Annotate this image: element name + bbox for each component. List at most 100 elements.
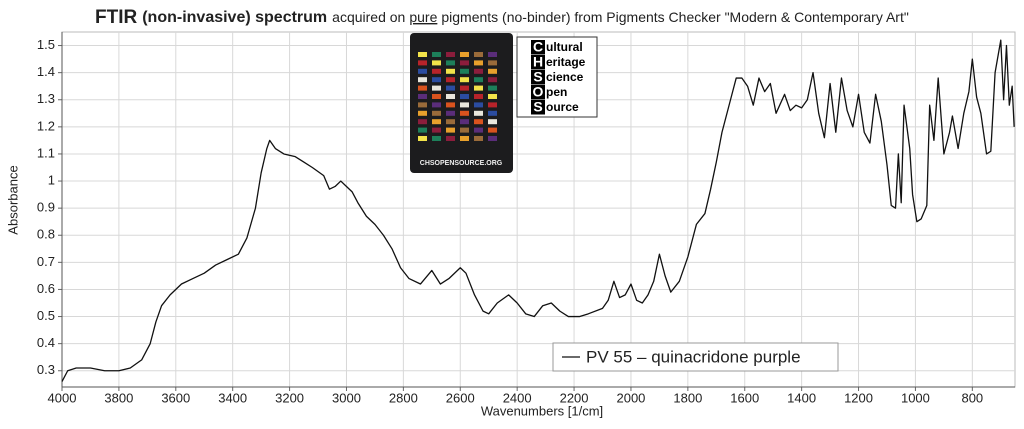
card-swatch <box>446 52 455 57</box>
card-swatch <box>418 136 427 141</box>
card-swatch <box>474 102 483 108</box>
x-tick-label: 4000 <box>48 390 77 405</box>
x-tick-label: 2800 <box>389 390 418 405</box>
card-swatch <box>418 52 427 57</box>
x-tick-label: 1600 <box>730 390 759 405</box>
card-swatch <box>488 110 497 116</box>
card-swatch <box>418 77 427 83</box>
card-swatch <box>418 110 427 116</box>
title-part: (non-invasive) spectrum <box>142 9 327 26</box>
y-tick-label: 0.3 <box>37 362 55 377</box>
pigment-card: CHSOPENSOURCE.ORG <box>410 33 513 173</box>
card-swatch <box>446 110 455 116</box>
card-swatch <box>432 119 441 125</box>
y-tick-label: 0.8 <box>37 227 55 242</box>
card-swatch <box>432 68 441 74</box>
y-tick-label: 0.5 <box>37 308 55 323</box>
y-tick-label: 1.2 <box>37 118 55 133</box>
logo-box <box>516 36 598 118</box>
card-swatch <box>474 68 483 74</box>
x-axis-label: Wavenumbers [1/cm] <box>481 403 603 418</box>
card-swatch <box>446 85 455 91</box>
x-tick-label: 1000 <box>901 390 930 405</box>
y-tick-label: 1 <box>48 172 55 187</box>
logo-word: cience <box>546 70 584 84</box>
card-swatch <box>418 60 427 66</box>
card-swatch <box>432 110 441 116</box>
card-swatch <box>460 52 469 57</box>
legend-box <box>552 342 839 372</box>
card-swatch <box>460 119 469 125</box>
y-tick-label: 1.5 <box>37 37 55 52</box>
card-swatch <box>474 60 483 66</box>
card-swatch <box>488 102 497 108</box>
card-swatch <box>446 102 455 108</box>
x-tick-label: 1200 <box>844 390 873 405</box>
card-swatch <box>446 77 455 83</box>
logo-initial-box <box>531 100 545 115</box>
card-swatch <box>460 127 469 133</box>
x-tick-label: 3400 <box>218 390 247 405</box>
y-tick-label: 1.4 <box>37 64 55 79</box>
x-tick-label: 1800 <box>673 390 702 405</box>
logo-initial-box <box>531 85 545 100</box>
card-swatch <box>418 127 427 133</box>
x-tick-label: 2600 <box>446 390 475 405</box>
card-text: CHSOPENSOURCE.ORG <box>420 160 503 167</box>
card-swatch <box>418 102 427 108</box>
logo-initial: O <box>533 84 544 100</box>
card-swatch <box>488 85 497 91</box>
x-tick-label: 2400 <box>503 390 532 405</box>
title-part: pure <box>409 9 437 25</box>
card-swatch <box>446 60 455 66</box>
card-swatch <box>446 119 455 125</box>
logo-initial: S <box>533 69 542 85</box>
card-swatch <box>474 136 483 141</box>
x-tick-label: 800 <box>961 390 983 405</box>
legend-label: PV 55 – quinacridone purple <box>586 347 801 366</box>
card-swatch <box>432 127 441 133</box>
card-swatch <box>488 52 497 57</box>
logo-initial: S <box>533 99 542 115</box>
card-swatch <box>488 60 497 66</box>
card-swatch <box>460 60 469 66</box>
card-swatch <box>474 127 483 133</box>
x-tick-label: 3600 <box>161 390 190 405</box>
card-swatch <box>488 136 497 141</box>
card-swatch <box>418 68 427 74</box>
card-swatch <box>432 52 441 57</box>
card-swatch <box>446 94 455 99</box>
logo-initial: C <box>533 39 543 55</box>
logo-initial-box <box>531 40 545 55</box>
logo-initial-box <box>531 55 545 70</box>
card-swatch <box>488 119 497 125</box>
card-swatch <box>460 85 469 91</box>
card-swatch <box>488 68 497 74</box>
card-swatch <box>446 68 455 74</box>
y-tick-label: 1.1 <box>37 145 55 160</box>
x-tick-label: 3800 <box>104 390 133 405</box>
card-swatch <box>418 94 427 99</box>
card-swatch <box>432 85 441 91</box>
legend: PV 55 – quinacridone purple <box>552 342 839 372</box>
card-swatch <box>460 94 469 99</box>
card-swatch <box>418 119 427 125</box>
card-swatch <box>418 85 427 91</box>
card-swatch <box>446 127 455 133</box>
logo-word: ultural <box>546 40 583 54</box>
y-tick-label: 0.6 <box>37 281 55 296</box>
card-swatch <box>474 85 483 91</box>
title-part: FTIR <box>95 7 137 28</box>
card-swatch <box>432 94 441 99</box>
title-part: pigments (no-binder) from Pigments Check… <box>441 9 908 25</box>
logo-initial: H <box>533 54 543 70</box>
x-tick-label: 3000 <box>332 390 361 405</box>
card-swatch <box>460 136 469 141</box>
title-part: acquired on <box>332 9 405 25</box>
card-swatch <box>460 110 469 116</box>
card-swatch <box>432 60 441 66</box>
y-tick-label: 1.3 <box>37 91 55 106</box>
